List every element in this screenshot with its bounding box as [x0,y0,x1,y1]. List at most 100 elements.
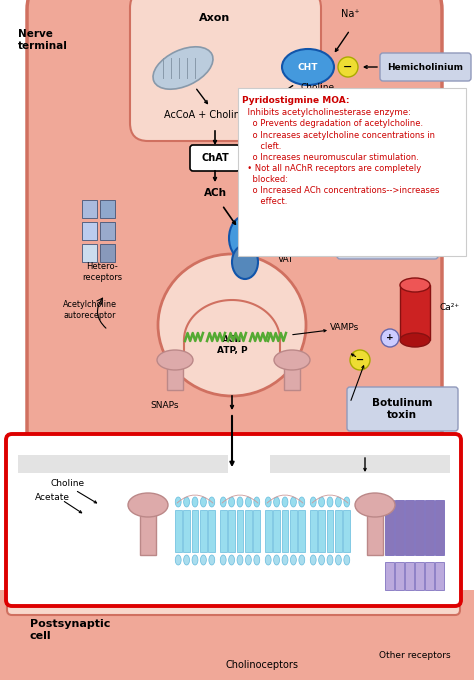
Ellipse shape [183,497,190,507]
Bar [100,222,115,240]
Ellipse shape [237,555,243,565]
Bar [270,455,450,473]
Bar [385,562,394,590]
Text: Hetero-
receptors: Hetero- receptors [82,262,122,282]
Bar [426,500,435,555]
Ellipse shape [310,555,316,565]
Ellipse shape [228,497,235,507]
Text: Botulinum
toxin: Botulinum toxin [372,398,432,420]
Ellipse shape [327,555,333,565]
Text: cleft.: cleft. [242,141,282,151]
Ellipse shape [273,497,280,507]
Text: ACh: ACh [203,188,227,198]
Text: CHT: CHT [298,63,318,71]
Bar [200,510,207,552]
Ellipse shape [254,497,260,507]
Ellipse shape [175,555,181,565]
Ellipse shape [229,216,261,260]
Text: Cholinoceptors: Cholinoceptors [226,660,299,670]
Text: Inhibits acetylcholinesterase enzyme:: Inhibits acetylcholinesterase enzyme: [242,108,411,117]
Ellipse shape [350,350,370,370]
Text: Acetylcholine
autoreceptor: Acetylcholine autoreceptor [63,301,117,320]
FancyBboxPatch shape [380,53,471,81]
Text: Choline: Choline [51,479,85,488]
Text: blocked:: blocked: [242,175,288,184]
FancyBboxPatch shape [0,590,474,680]
Bar [405,500,414,555]
Ellipse shape [305,235,325,255]
Text: ChAT: ChAT [201,153,229,163]
Ellipse shape [291,497,296,507]
Bar [436,500,445,555]
FancyBboxPatch shape [27,0,442,500]
Bar [273,510,280,552]
Bar [426,562,435,590]
Text: +: + [386,333,394,343]
Bar [245,510,252,552]
Bar [265,510,272,552]
Ellipse shape [209,555,215,565]
Ellipse shape [265,555,271,565]
FancyBboxPatch shape [130,0,321,141]
Ellipse shape [246,497,251,507]
Ellipse shape [158,254,306,396]
Bar [282,510,288,552]
Text: → H⁺: → H⁺ [270,237,292,247]
Text: ACh
ATP, P: ACh ATP, P [217,335,247,355]
Bar [140,510,156,555]
Ellipse shape [400,333,430,347]
Bar [100,200,115,218]
Ellipse shape [338,57,358,77]
Text: effect.: effect. [242,197,287,206]
Ellipse shape [209,497,215,507]
Ellipse shape [201,555,206,565]
Ellipse shape [336,555,341,565]
Bar [175,510,182,552]
Bar [220,510,227,552]
Ellipse shape [282,555,288,565]
Text: o Increases acetylcholine concentrations in: o Increases acetylcholine concentrations… [242,131,435,139]
Bar [405,562,414,590]
Bar [344,510,350,552]
Ellipse shape [175,497,181,507]
Bar [18,455,228,473]
Ellipse shape [192,555,198,565]
Ellipse shape [220,497,226,507]
Bar [254,510,260,552]
Text: Choline: Choline [301,84,335,92]
Text: Acetate: Acetate [35,492,70,502]
Text: Nerve
terminal: Nerve terminal [18,29,68,51]
Ellipse shape [299,497,305,507]
Ellipse shape [310,497,316,507]
Bar [191,510,198,552]
Bar [228,510,235,552]
Bar [82,244,97,262]
Bar [299,510,305,552]
Bar [167,360,183,390]
Ellipse shape [327,497,333,507]
Text: VAMPs: VAMPs [330,324,359,333]
Text: Hemicholinium: Hemicholinium [387,63,463,71]
Bar [310,510,317,552]
Text: Postsynaptic
cell: Postsynaptic cell [30,619,110,641]
Ellipse shape [157,350,193,370]
Text: o Increases neuromuscular stimulation.: o Increases neuromuscular stimulation. [242,153,419,162]
Bar [100,244,115,262]
Ellipse shape [381,329,399,347]
Polygon shape [184,300,280,340]
Ellipse shape [228,555,235,565]
Bar [290,510,297,552]
Bar [436,562,445,590]
Ellipse shape [282,49,334,85]
Bar [209,510,215,552]
Bar [327,510,333,552]
Ellipse shape [274,350,310,370]
Ellipse shape [299,555,305,565]
Text: VAT: VAT [278,256,294,265]
Bar [395,500,404,555]
Bar [395,562,404,590]
Ellipse shape [344,555,350,565]
FancyBboxPatch shape [337,231,438,259]
Ellipse shape [232,245,258,279]
Ellipse shape [220,555,226,565]
